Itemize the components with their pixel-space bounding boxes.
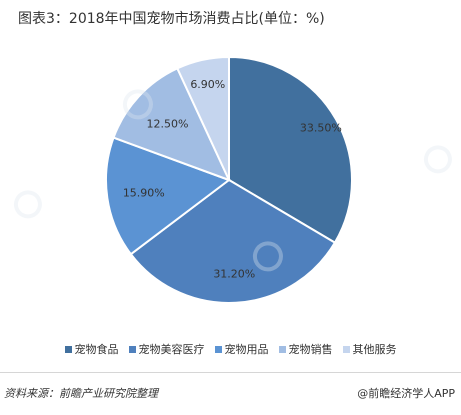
footer-divider — [0, 372, 461, 373]
pie-data-label-2: 31.20% — [213, 267, 255, 280]
legend-swatch — [214, 345, 222, 353]
pie-slice-2 — [129, 178, 337, 304]
pie-data-label-5: 6.90% — [190, 78, 225, 91]
legend-item-5: 其他服务 — [342, 341, 397, 357]
pie-slice-5 — [176, 55, 230, 181]
pie-data-label-4: 12.50% — [147, 117, 189, 130]
pie-data-label-3: 15.90% — [123, 187, 165, 200]
chart-legend: 宠物食品 宠物美容医疗 宠物用品 宠物销售 其他服务 — [0, 341, 461, 357]
chart-title: 图表3：2018年中国宠物市场消费占比(单位：%) — [18, 11, 325, 27]
pie-slice-3 — [105, 136, 232, 256]
pie-data-labels: 33.50% 31.20% 15.90% 12.50% 6.90% — [123, 78, 342, 280]
source-note: 资料来源：前瞻产业研究院整理 — [4, 387, 158, 400]
brand-credit: @前瞻经济学人APP — [357, 387, 455, 400]
legend-item-4: 宠物销售 — [278, 341, 333, 357]
legend-item-1: 宠物食品 — [64, 341, 119, 357]
legend-label: 其他服务 — [352, 343, 397, 356]
legend-swatch — [278, 345, 286, 353]
legend-swatch — [64, 345, 72, 353]
legend-label: 宠物用品 — [224, 343, 269, 356]
legend-label: 宠物销售 — [288, 343, 333, 356]
legend-label: 宠物美容医疗 — [138, 343, 205, 356]
legend-item-2: 宠物美容医疗 — [128, 341, 205, 357]
pie-slices — [105, 55, 353, 304]
legend-swatch — [342, 345, 350, 353]
pie-data-label-1: 33.50% — [300, 122, 342, 135]
legend-swatch — [128, 345, 136, 353]
pie-slice-1 — [228, 55, 353, 244]
legend-label: 宠物食品 — [74, 343, 119, 356]
legend-item-3: 宠物用品 — [214, 341, 269, 357]
pie-slice-4 — [112, 67, 231, 182]
pie-chart: 33.50% 31.20% 15.90% 12.50% 6.90% — [105, 55, 353, 304]
